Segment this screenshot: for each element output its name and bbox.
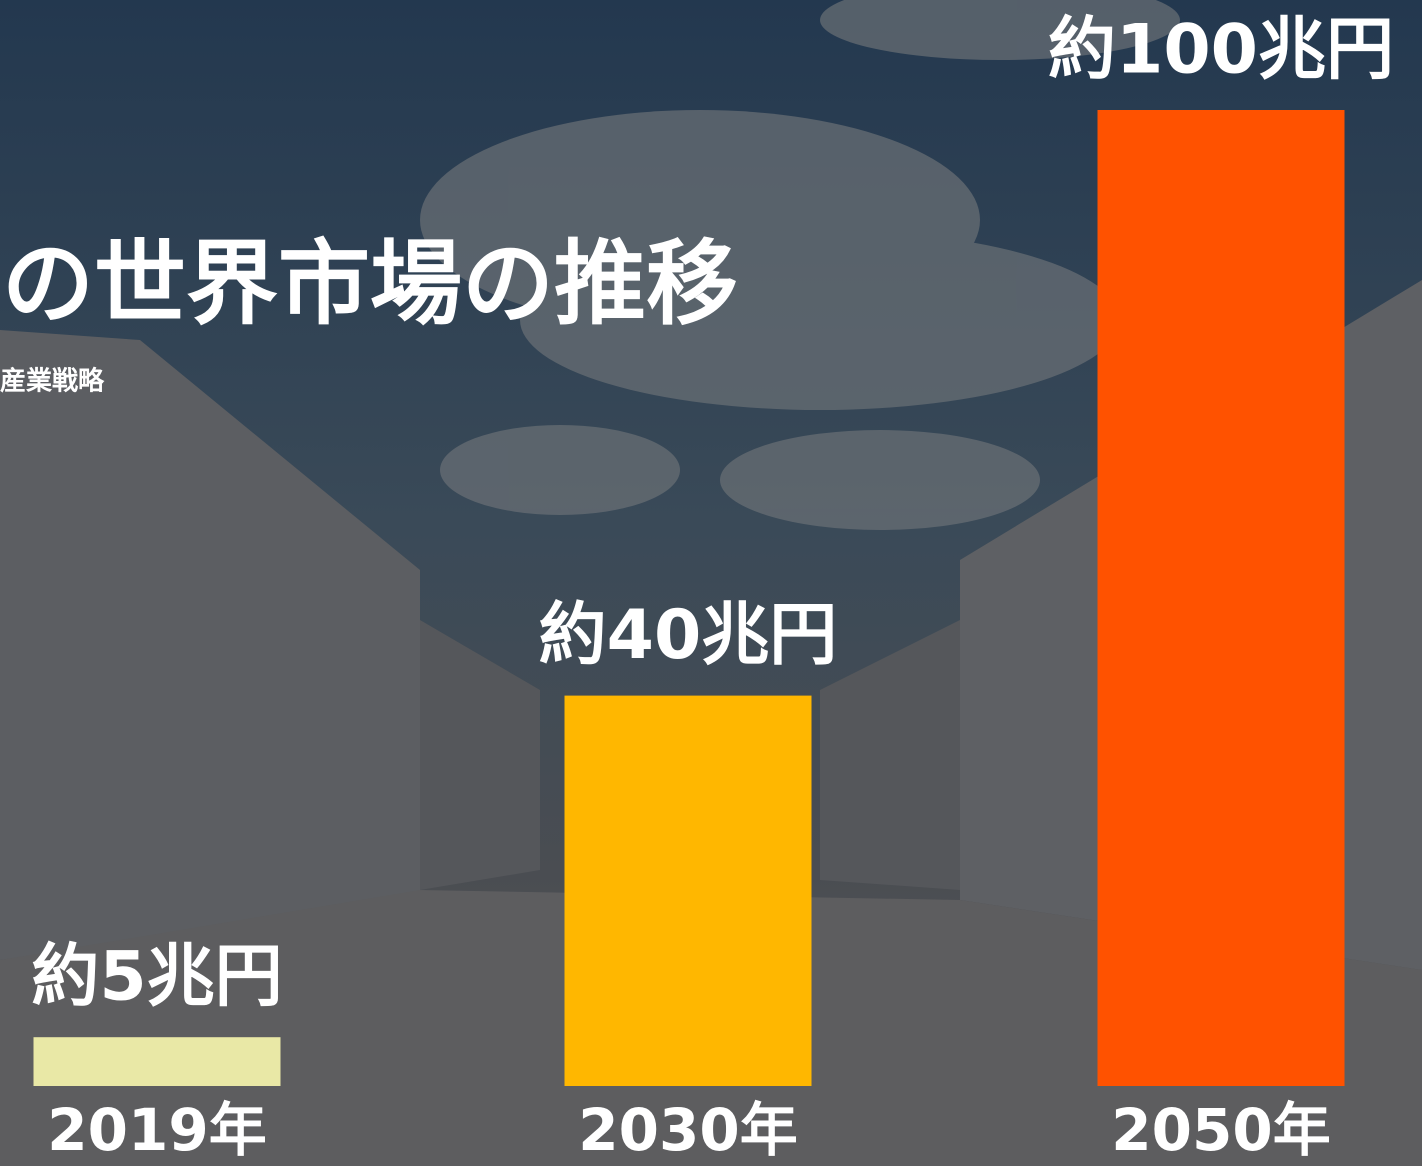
value-label: 約40兆円 <box>539 596 838 675</box>
x-tick-label: 2030年 <box>578 1096 797 1164</box>
x-tick-label: 2019年 <box>47 1096 266 1164</box>
bar <box>1097 110 1345 1086</box>
value-label: 約5兆円 <box>31 938 282 1017</box>
bar <box>564 695 812 1086</box>
bar <box>33 1037 281 1086</box>
x-tick-label: 2050年 <box>1111 1096 1330 1164</box>
chart-title: の世界市場の推移 <box>2 230 738 337</box>
clouds <box>420 0 1180 530</box>
chart-subtitle: 産業戦略 <box>0 366 105 397</box>
value-label: 約100兆円 <box>1048 11 1394 90</box>
